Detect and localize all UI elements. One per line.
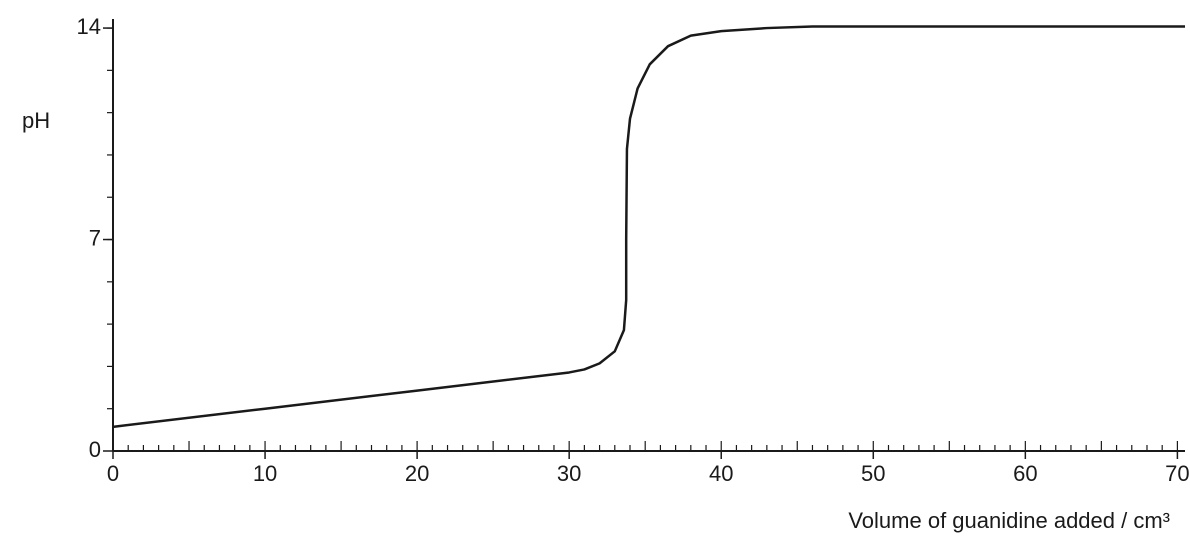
x-tick-label: 40	[709, 461, 733, 486]
x-tick-label: 10	[253, 461, 277, 486]
chart: pH Volume of guanidine added / cm³ 0 10 20…	[0, 0, 1190, 541]
y-tick-label: 0	[89, 437, 101, 462]
x-tick-label: 50	[861, 461, 885, 486]
x-tick-label: 30	[557, 461, 581, 486]
x-tick-label: 20	[405, 461, 429, 486]
x-tick-label: 60	[1013, 461, 1037, 486]
x-tick-label: 70	[1165, 461, 1189, 486]
y-tick-label: 7	[89, 225, 101, 250]
y-axis-label: pH	[22, 108, 50, 133]
x-tick-label: 0	[107, 461, 119, 486]
titration-curve	[113, 27, 1185, 427]
page: pH Volume of guanidine added / cm³ 0 10 20…	[0, 0, 1190, 541]
y-tick-label: 14	[77, 14, 101, 39]
x-axis-label: Volume of guanidine added / cm³	[848, 508, 1170, 533]
